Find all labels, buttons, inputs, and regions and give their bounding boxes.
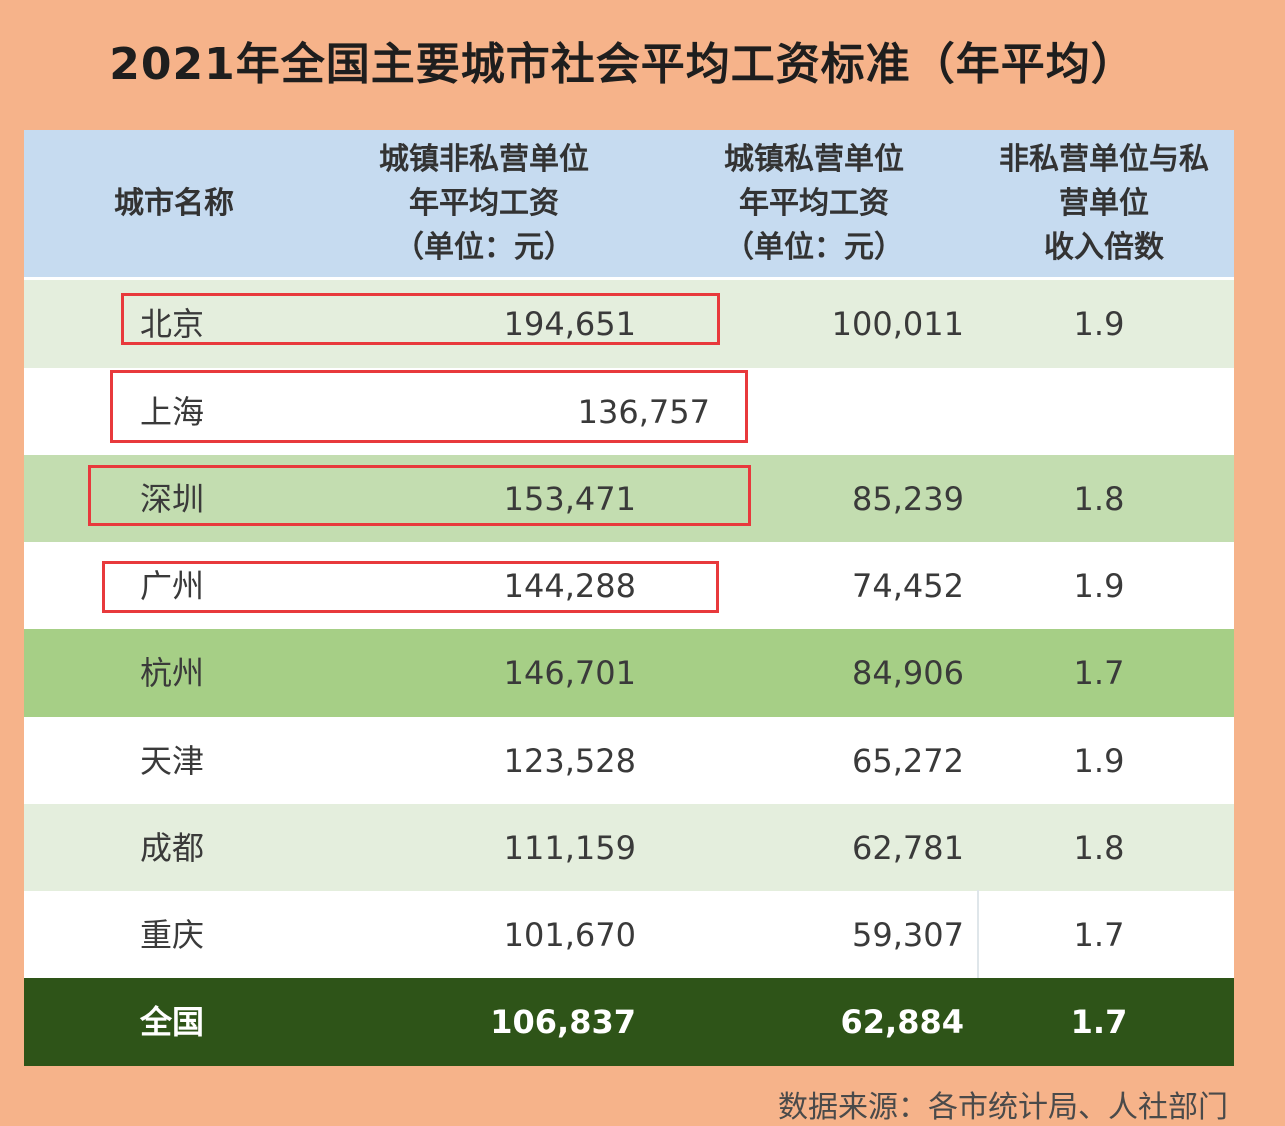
cell-non-private-salary: 106,837 xyxy=(490,1003,636,1041)
cell-private-salary: 62,781 xyxy=(852,829,964,867)
cell-income-ratio: 1.7 xyxy=(1070,1003,1128,1041)
page-title: 2021年全国主要城市社会平均工资标准（年平均） xyxy=(109,39,1136,90)
cell-non-private-salary: 146,701 xyxy=(503,654,636,692)
cell-city: 成都 xyxy=(140,829,205,867)
column-divider xyxy=(977,890,979,978)
cell-non-private-salary: 123,528 xyxy=(503,742,636,780)
cell-city: 上海 xyxy=(140,393,205,431)
table-row-chengdu: 成都 111,159 62,781 1.8 xyxy=(24,804,1234,892)
cell-private-salary: 100,011 xyxy=(831,305,964,343)
table-row-guangzhou: 广州 144,288 74,452 1.9 xyxy=(24,542,1234,630)
cell-income-ratio xyxy=(1064,368,1134,456)
cell-private-salary: 65,272 xyxy=(852,742,964,780)
cell-non-private-salary: 144,288 xyxy=(503,567,636,605)
highlight-box-beijing xyxy=(121,293,720,345)
header-private-salary: 城镇私营单位 年平均工资 （单位：元） xyxy=(724,141,904,265)
table-row-shenzhen: 深圳 153,471 85,239 1.8 xyxy=(24,455,1234,543)
cell-income-ratio: 1.9 xyxy=(1073,305,1125,343)
highlight-box-guangzhou xyxy=(102,561,719,613)
cell-city: 重庆 xyxy=(140,916,205,954)
cell-income-ratio: 1.8 xyxy=(1073,480,1125,518)
cell-private-salary: 62,884 xyxy=(840,1003,964,1041)
cell-city: 天津 xyxy=(140,742,205,780)
highlight-box-shanghai xyxy=(110,370,748,443)
header-income-ratio: 非私营单位与私 营单位 收入倍数 xyxy=(999,141,1209,265)
table-row-chongqing: 重庆 101,670 59,307 1.7 xyxy=(24,891,1234,979)
data-source-note: 数据来源：各市统计局、人社部门 xyxy=(778,1090,1228,1125)
cell-income-ratio: 1.7 xyxy=(1073,654,1125,692)
cell-non-private-salary: 153,471 xyxy=(503,480,636,518)
cell-non-private-salary: 111,159 xyxy=(503,829,636,867)
cell-non-private-salary: 136,757 xyxy=(577,393,710,431)
cell-city: 杭州 xyxy=(140,654,205,692)
cell-income-ratio: 1.9 xyxy=(1073,567,1125,605)
cell-private-salary: 74,452 xyxy=(852,567,964,605)
highlight-box-shenzhen xyxy=(88,465,751,526)
header-city: 城市名称 xyxy=(114,185,234,221)
cell-income-ratio: 1.9 xyxy=(1073,742,1125,780)
table-row-tianjin: 天津 123,528 65,272 1.9 xyxy=(24,717,1234,805)
cell-non-private-salary: 194,651 xyxy=(503,305,636,343)
cell-city: 深圳 xyxy=(140,480,205,518)
cell-private-salary: 85,239 xyxy=(852,480,964,518)
header-non-private-salary: 城镇非私营单位 年平均工资 （单位：元） xyxy=(379,141,589,265)
cell-income-ratio: 1.8 xyxy=(1073,829,1125,867)
table-row-hangzhou: 杭州 146,701 84,906 1.7 xyxy=(24,629,1234,717)
cell-city: 全国 xyxy=(140,1003,205,1041)
cell-city: 广州 xyxy=(140,567,205,605)
cell-private-salary: 59,307 xyxy=(852,916,964,954)
cell-private-salary: 84,906 xyxy=(852,654,964,692)
cell-income-ratio: 1.7 xyxy=(1073,916,1125,954)
cell-non-private-salary: 101,670 xyxy=(503,916,636,954)
salary-table: 城市名称 城镇非私营单位 年平均工资 （单位：元） 城镇私营单位 年平均工资 （… xyxy=(24,130,1234,1066)
table-row-national-total: 全国 106,837 62,884 1.7 xyxy=(24,978,1234,1066)
cell-city: 北京 xyxy=(140,305,205,343)
table-header: 城市名称 城镇非私营单位 年平均工资 （单位：元） 城镇私营单位 年平均工资 （… xyxy=(24,130,1234,277)
